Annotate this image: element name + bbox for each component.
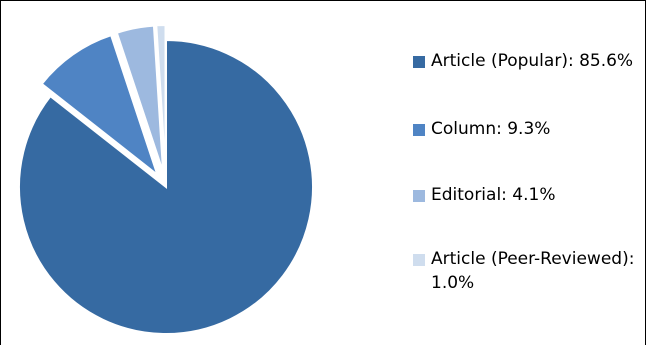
legend-swatch <box>413 190 425 202</box>
pie-slices <box>18 24 314 335</box>
pie-slice-article-popular <box>18 38 314 335</box>
pie-slice-column <box>40 33 160 178</box>
legend-label: Editorial: 4.1% <box>431 185 556 205</box>
legend-label: Article (Popular): 85.6% <box>431 51 634 71</box>
legend-swatch <box>413 124 425 136</box>
legend-swatch <box>413 56 425 68</box>
legend-swatch <box>413 254 425 266</box>
legend-label: Article (Peer-Reviewed): 1.0% <box>431 249 635 293</box>
pie-slice-editorial <box>115 24 165 173</box>
legend-label: Column: 9.3% <box>431 119 551 139</box>
pie-slice-article-peer-reviewed <box>155 24 167 173</box>
